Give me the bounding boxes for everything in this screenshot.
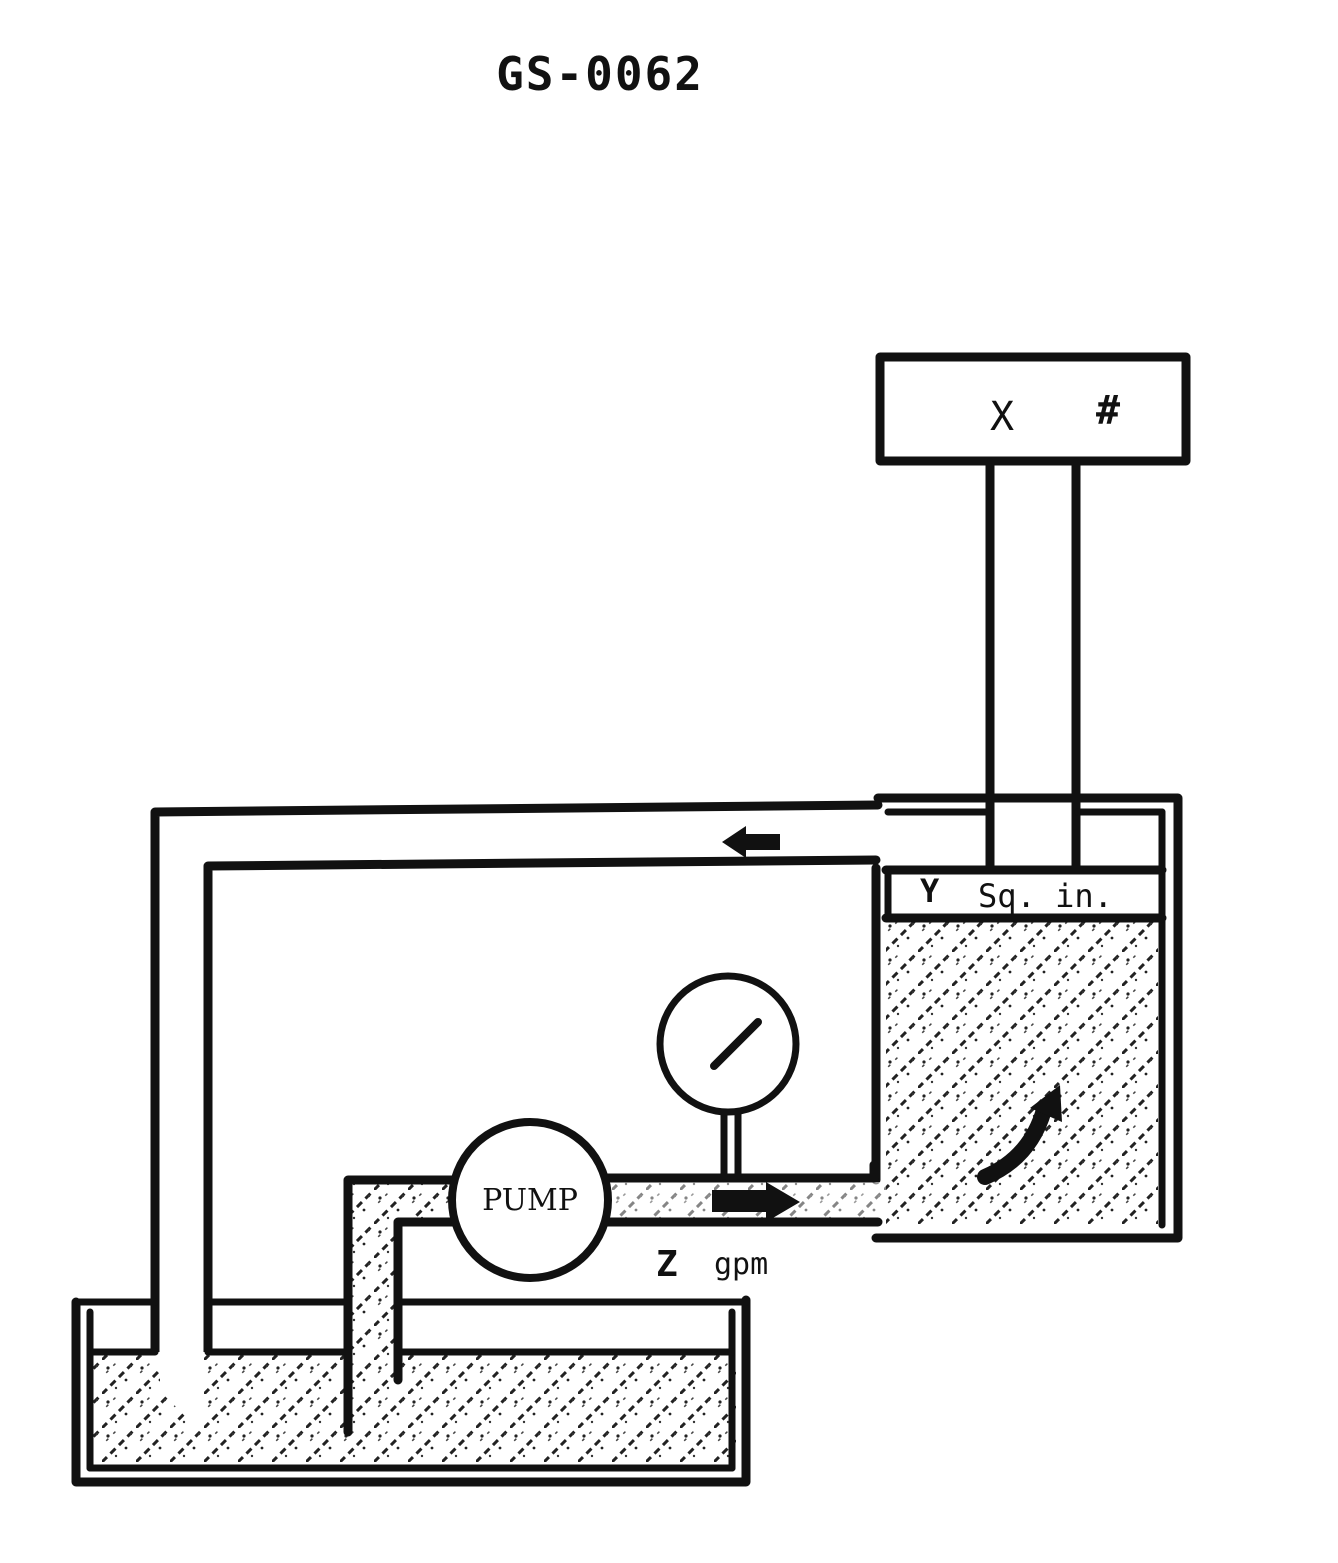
pressure-pipe: Z gpm [601, 1160, 888, 1285]
area-label: Y [920, 872, 940, 910]
suction-pipe [343, 1175, 459, 1437]
pressure-gauge [656, 972, 800, 1180]
pump-body [448, 1118, 612, 1282]
return-flow-arrow [722, 826, 780, 858]
diagram-title: GS-0062 [496, 47, 704, 101]
hydraulic-cylinder: Y Sq. in. [871, 793, 1183, 1243]
area-unit: Sq. in. [978, 877, 1113, 915]
reservoir-tank [71, 1295, 751, 1487]
weight-label: X [990, 394, 1014, 440]
piston-rod [985, 458, 1081, 873]
cylinder-fluid [886, 920, 1158, 1225]
flow-label: Z [656, 1244, 678, 1285]
weight-block: X # [875, 352, 1191, 466]
pump-label: PUMP [482, 1183, 578, 1218]
cylinder-flow-arrow [977, 1102, 1052, 1185]
pressure-flow-arrow [712, 1182, 800, 1222]
gauge-needle-icon [710, 1018, 762, 1070]
flow-unit: gpm [714, 1247, 768, 1282]
pump: PUMP [448, 1118, 612, 1282]
weight-unit: # [1096, 388, 1120, 434]
gauge-dial [656, 972, 800, 1116]
